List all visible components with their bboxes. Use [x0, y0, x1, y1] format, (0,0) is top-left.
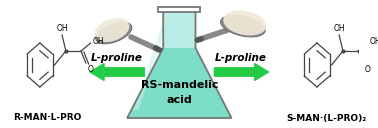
Polygon shape	[163, 11, 195, 48]
Text: OH: OH	[56, 24, 68, 33]
Text: O: O	[88, 65, 93, 74]
Text: R-MAN·L-PRO: R-MAN·L-PRO	[13, 114, 82, 122]
Text: O: O	[365, 65, 370, 74]
Polygon shape	[134, 13, 170, 110]
Ellipse shape	[96, 22, 132, 44]
FancyArrowPatch shape	[214, 64, 269, 80]
Ellipse shape	[94, 18, 129, 42]
Text: L-proline: L-proline	[91, 53, 143, 63]
Text: acid: acid	[166, 95, 192, 105]
Text: RS-mandelic: RS-mandelic	[141, 80, 218, 90]
Polygon shape	[127, 48, 232, 118]
FancyArrowPatch shape	[90, 64, 144, 80]
Ellipse shape	[223, 10, 266, 35]
Text: OH: OH	[369, 36, 378, 45]
Ellipse shape	[221, 15, 265, 37]
Text: OH: OH	[333, 24, 345, 33]
Text: L-proline: L-proline	[215, 53, 267, 63]
Text: OH: OH	[92, 36, 104, 45]
Text: S-MAN·(L-PRO)₂: S-MAN·(L-PRO)₂	[286, 114, 367, 122]
Bar	[158, 7, 200, 12]
